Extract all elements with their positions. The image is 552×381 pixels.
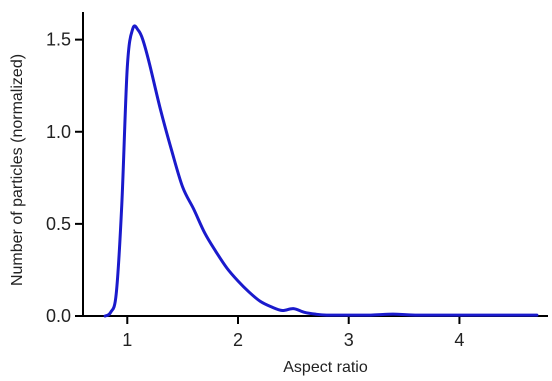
- ticks: [75, 38, 461, 324]
- x-axis-title: Aspect ratio: [283, 359, 368, 376]
- x-tick-label: 3: [344, 330, 354, 350]
- y-tick-label: 1.0: [46, 122, 71, 142]
- y-tick-label: 1.5: [46, 30, 71, 50]
- axes: [82, 12, 548, 317]
- series-layer: [103, 24, 539, 318]
- x-tick-label: 2: [233, 330, 243, 350]
- x-tick-label: 1: [122, 330, 132, 350]
- x-tick-label: 4: [454, 330, 464, 350]
- tick-labels: 1 2 3 4 0.0 0.5 1.0 1.5: [46, 30, 464, 350]
- density-curve: [103, 24, 539, 318]
- y-tick-label: 0.0: [46, 306, 71, 326]
- y-axis-title: Number of particles (normalized): [9, 54, 26, 286]
- y-tick-label: 0.5: [46, 214, 71, 234]
